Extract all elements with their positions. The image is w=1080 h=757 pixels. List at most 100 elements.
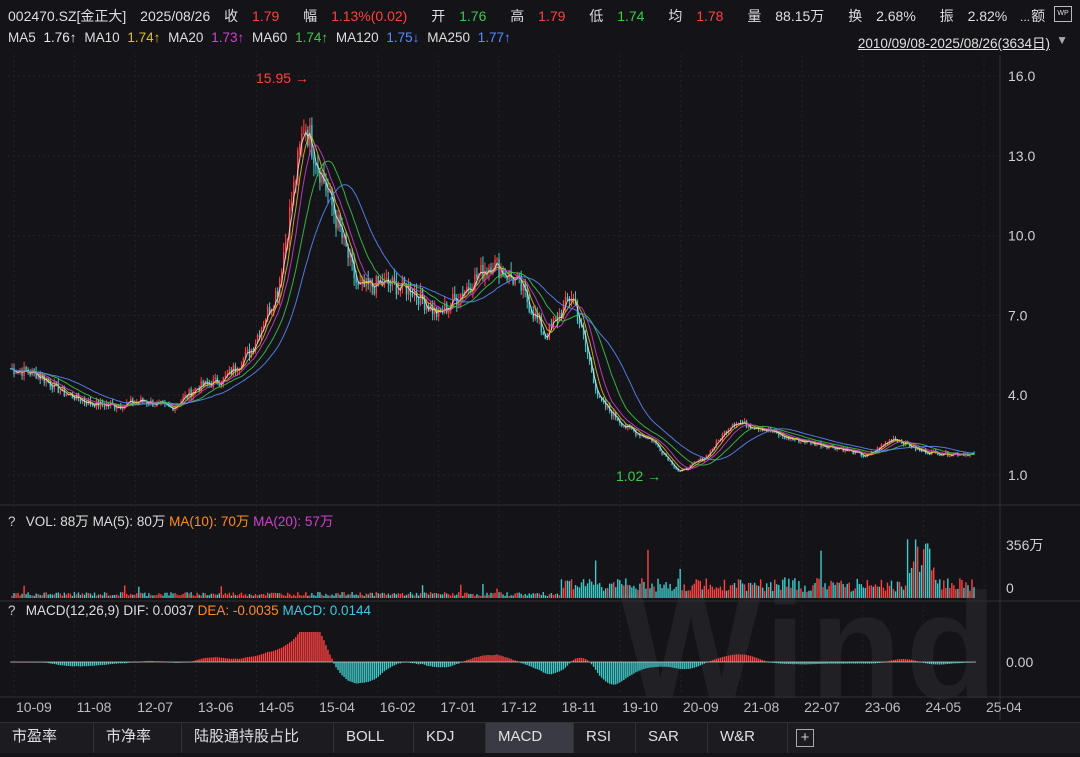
macd-bar [47, 662, 49, 664]
y-tick-label: 1.0 [1008, 467, 1028, 483]
macd-bar [635, 662, 637, 673]
kline-chart[interactable]: 10-09 11-08 12-07 13-06 14-05 15-04 16-02 17-01… [0, 0, 1080, 722]
avg-field: 均 1.78 [668, 8, 724, 24]
candle-body [299, 144, 301, 151]
macd-bar [71, 662, 74, 667]
macd-bar [834, 662, 836, 664]
candle-body [75, 393, 78, 400]
tab-6[interactable]: RSI [574, 723, 636, 753]
volume-bar [798, 581, 800, 598]
volume-bar [852, 590, 854, 598]
annotations: 15.95 → 1.02 → [256, 70, 661, 484]
candle-body [194, 388, 196, 393]
volume-bar [83, 594, 86, 598]
ma120-value: 1.75↓ [386, 30, 420, 45]
x-tick-label: 13-06 [198, 699, 234, 715]
volume-bar [498, 592, 500, 598]
volume-bar [21, 593, 23, 598]
volume-bar [812, 585, 814, 598]
volume-bar [649, 588, 651, 598]
candle-body [667, 456, 669, 461]
volume-bar [478, 595, 480, 598]
volume-bar [299, 595, 301, 598]
macd-bar [393, 662, 396, 666]
volume-bar [437, 593, 440, 598]
macd-bar [319, 632, 321, 662]
macd-bar [357, 662, 359, 684]
candle-body [101, 400, 104, 405]
add-tab-icon[interactable]: + [796, 729, 814, 747]
volume-bar [530, 594, 532, 598]
candle-body [222, 377, 225, 384]
macd-bar [808, 662, 810, 665]
volume-bar [210, 593, 212, 598]
volume-bar [955, 589, 957, 598]
more-icon[interactable]: ... [1019, 10, 1030, 24]
volume-bar [307, 595, 309, 598]
candle-body [327, 190, 329, 193]
tab-8[interactable]: W&R [708, 723, 788, 753]
macd-bar [826, 662, 828, 664]
high-annotation: 15.95 → [256, 70, 309, 86]
candle-body [637, 433, 639, 435]
wp-icon[interactable]: WP [1054, 6, 1072, 22]
macd-bar [248, 656, 251, 662]
tab-5[interactable]: MACD [486, 723, 574, 753]
macd-bar [61, 662, 64, 666]
macd-bar [832, 662, 834, 664]
candle-body [25, 366, 27, 371]
volume-bar [566, 580, 569, 598]
vol-value: VOL: 88万 [25, 514, 89, 529]
macd-bar [609, 662, 611, 684]
volume-bar [558, 595, 561, 598]
tab-3[interactable]: BOLL [334, 723, 414, 753]
volume-bar [433, 592, 436, 598]
macd-bar [667, 662, 669, 667]
volume-bar [17, 592, 19, 598]
candle-body [576, 305, 579, 322]
volume-bar [810, 590, 812, 598]
help-icon[interactable]: ? [8, 514, 16, 529]
y-tick-label: 10.0 [1008, 228, 1035, 244]
volume-bar [67, 593, 70, 598]
dropdown-triangle-icon[interactable]: ▼ [1056, 33, 1068, 47]
macd-bar [214, 657, 216, 662]
tab-4[interactable]: KDJ [414, 723, 486, 753]
tab-7[interactable]: SAR [636, 723, 708, 753]
macd-bar [101, 662, 104, 666]
tab-1[interactable]: 市净率 [94, 723, 182, 753]
macd-bar [323, 640, 325, 662]
candle-body [689, 464, 691, 469]
tab-2[interactable]: 陆股通持股占比 [182, 723, 334, 753]
candle-body [494, 259, 496, 272]
macd-bar [121, 662, 124, 664]
macd-bar [584, 659, 587, 662]
macd-bar [399, 662, 402, 664]
macd-bar [226, 658, 229, 662]
date-range[interactable]: 2010/09/08-2025/08/26(3634日) [857, 36, 1050, 51]
macd-bar [202, 658, 204, 662]
candle-body [355, 277, 357, 283]
volume-bar [731, 584, 734, 598]
macd-bar [874, 662, 877, 664]
volume-bar [643, 581, 645, 598]
volume-bar [522, 595, 524, 598]
macd-bar [743, 654, 746, 662]
candle-body [888, 439, 891, 443]
help-icon[interactable]: ? [8, 603, 16, 618]
macd-bar [113, 662, 116, 664]
macd-bar [550, 662, 553, 675]
volume-bar [914, 539, 917, 598]
volume-bar [369, 592, 371, 598]
volume-bar [941, 589, 943, 598]
volume-bar [429, 592, 432, 598]
volume-bar [264, 595, 267, 598]
candle-body [530, 311, 532, 314]
macd-bar [894, 659, 897, 662]
macd-bar [751, 656, 754, 662]
macd-bar [723, 656, 726, 662]
volume-bar [912, 561, 915, 598]
volume-bar [172, 593, 174, 598]
tab-0[interactable]: 市盈率 [0, 723, 94, 753]
candle-body [810, 441, 812, 445]
